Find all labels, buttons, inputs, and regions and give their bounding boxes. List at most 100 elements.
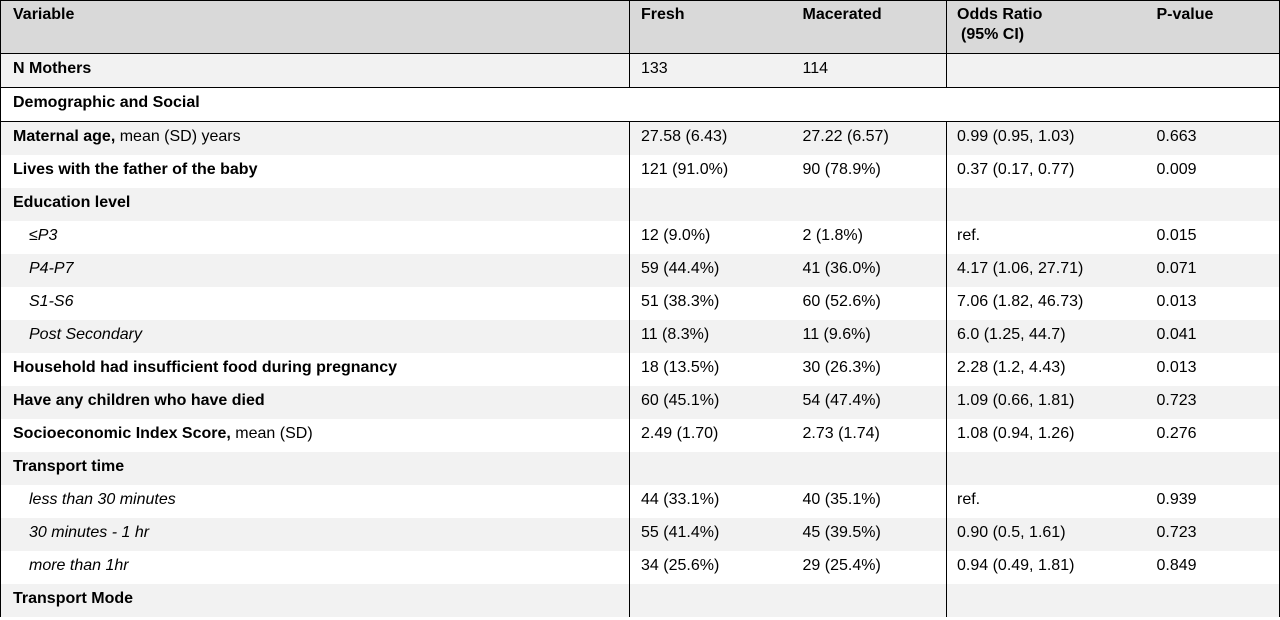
n-mothers-label: N Mothers [0, 53, 630, 88]
p-value-cell [1142, 188, 1280, 221]
odds-ratio-cell: ref. [946, 485, 1143, 518]
macerated-cell: 2 (1.8%) [787, 221, 947, 254]
fresh-cell [629, 452, 788, 485]
p-value-cell: 0.939 [1142, 485, 1280, 518]
macerated-cell: 27.22 (6.57) [787, 121, 947, 155]
macerated-cell: 30 (26.3%) [787, 353, 947, 386]
table-row: Have any children who have died 60 (45.1%… [0, 386, 1280, 419]
odds-ratio-cell: 7.06 (1.82, 46.73) [946, 287, 1143, 320]
macerated-cell: 41 (36.0%) [787, 254, 947, 287]
fresh-cell: 34 (25.6%) [629, 551, 788, 584]
variable-cell: Have any children who have died [0, 386, 630, 419]
p-value-cell: 0.071 [1142, 254, 1280, 287]
variable-cell: Maternal age, mean (SD) years [0, 121, 630, 155]
fresh-cell: 27.58 (6.43) [629, 121, 788, 155]
odds-ratio-cell [946, 188, 1143, 221]
odds-ratio-cell: 1.09 (0.66, 1.81) [946, 386, 1143, 419]
p-value-cell: 0.009 [1142, 155, 1280, 188]
variable-label-detail: mean (SD) years [115, 128, 241, 145]
table-row: less than 30 minutes 44 (33.1%) 40 (35.1%)… [0, 485, 1280, 518]
variable-cell: 30 minutes - 1 hr [0, 518, 630, 551]
header-fresh: Fresh [629, 0, 788, 54]
odds-ratio-cell [946, 584, 1143, 617]
variable-cell: ≤P3 [0, 221, 630, 254]
p-value-cell: 0.276 [1142, 419, 1280, 452]
odds-ratio-cell: 2.28 (1.2, 4.43) [946, 353, 1143, 386]
macerated-cell [787, 188, 947, 221]
variable-label-bold: Education level [13, 194, 131, 211]
fresh-cell: 18 (13.5%) [629, 353, 788, 386]
header-odds-ratio-label: Odds Ratio [957, 6, 1043, 23]
section-title: Demographic and Social [0, 87, 1280, 122]
macerated-cell: 60 (52.6%) [787, 287, 947, 320]
table-row: Household had insufficient food during p… [0, 353, 1280, 386]
macerated-cell: 11 (9.6%) [787, 320, 947, 353]
table-row: Transport Mode [0, 584, 1280, 617]
p-value-cell: 0.013 [1142, 287, 1280, 320]
table-row: Post Secondary 11 (8.3%) 11 (9.6%) 6.0 (1.2… [0, 320, 1280, 353]
p-value-cell: 0.663 [1142, 121, 1280, 155]
odds-ratio-cell: 0.90 (0.5, 1.61) [946, 518, 1143, 551]
variable-label-bold: Transport time [13, 458, 125, 475]
odds-ratio-cell: ref. [946, 221, 1143, 254]
variable-cell: Household had insufficient food during p… [0, 353, 630, 386]
variable-label-bold: Maternal age, [13, 128, 116, 145]
table-row: S1-S6 51 (38.3%) 60 (52.6%) 7.06 (1.82, 46.… [0, 287, 1280, 320]
table-row: Maternal age, mean (SD) years 27.58 (6.43… [0, 121, 1280, 155]
fresh-cell: 44 (33.1%) [629, 485, 788, 518]
macerated-cell: 54 (47.4%) [787, 386, 947, 419]
n-mothers-row: N Mothers 133 114 [0, 53, 1280, 88]
n-mothers-p-value [1142, 53, 1280, 88]
variable-label-bold: Transport Mode [13, 590, 134, 607]
p-value-cell: 0.723 [1142, 518, 1280, 551]
odds-ratio-cell: 0.99 (0.95, 1.03) [946, 121, 1143, 155]
p-value-cell: 0.015 [1142, 221, 1280, 254]
fresh-cell: 51 (38.3%) [629, 287, 788, 320]
variable-label-bold: Socioeconomic Index Score, [13, 425, 231, 442]
table-row: Lives with the father of the baby 121 (91… [0, 155, 1280, 188]
variable-cell: Transport time [0, 452, 630, 485]
n-mothers-macerated: 114 [787, 53, 947, 88]
p-value-cell: 0.723 [1142, 386, 1280, 419]
table-row: Socioeconomic Index Score, mean (SD) 2.49… [0, 419, 1280, 452]
n-mothers-odds-ratio [946, 53, 1143, 88]
header-odds-ratio-ci: (95% CI) [961, 26, 1025, 43]
variable-label-bold: Have any children who have died [13, 392, 265, 409]
odds-ratio-cell: 1.08 (0.94, 1.26) [946, 419, 1143, 452]
odds-ratio-cell: 0.37 (0.17, 0.77) [946, 155, 1143, 188]
variable-cell: Education level [0, 188, 630, 221]
table-row: ≤P3 12 (9.0%) 2 (1.8%) ref. 0.015 [0, 221, 1280, 254]
variable-cell: Transport Mode [0, 584, 630, 617]
macerated-cell: 45 (39.5%) [787, 518, 947, 551]
table-row: Transport time [0, 452, 1280, 485]
macerated-cell: 40 (35.1%) [787, 485, 947, 518]
header-variable: Variable [0, 0, 630, 54]
table-row: Education level [0, 188, 1280, 221]
n-mothers-fresh: 133 [629, 53, 788, 88]
header-p-value: P-value [1142, 0, 1280, 54]
macerated-cell: 29 (25.4%) [787, 551, 947, 584]
p-value-cell [1142, 584, 1280, 617]
header-macerated: Macerated [787, 0, 947, 54]
variable-cell: Post Secondary [0, 320, 630, 353]
table-row: 30 minutes - 1 hr 55 (41.4%) 45 (39.5%) 0.9… [0, 518, 1280, 551]
fresh-cell: 60 (45.1%) [629, 386, 788, 419]
odds-ratio-cell: 4.17 (1.06, 27.71) [946, 254, 1143, 287]
variable-cell: Lives with the father of the baby [0, 155, 630, 188]
table-row: P4-P7 59 (44.4%) 41 (36.0%) 4.17 (1.06, 27.… [0, 254, 1280, 287]
odds-ratio-cell [946, 452, 1143, 485]
variable-cell: Socioeconomic Index Score, mean (SD) [0, 419, 630, 452]
variable-cell: more than 1hr [0, 551, 630, 584]
macerated-cell: 90 (78.9%) [787, 155, 947, 188]
table-row: more than 1hr 34 (25.6%) 29 (25.4%) 0.94 (0… [0, 551, 1280, 584]
fresh-cell: 11 (8.3%) [629, 320, 788, 353]
variable-label-detail: mean (SD) [230, 425, 313, 442]
macerated-cell [787, 452, 947, 485]
odds-ratio-cell: 6.0 (1.25, 44.7) [946, 320, 1143, 353]
fresh-cell: 121 (91.0%) [629, 155, 788, 188]
fresh-cell: 55 (41.4%) [629, 518, 788, 551]
variable-label-bold: Household had insufficient food during p… [13, 359, 397, 376]
fresh-cell: 59 (44.4%) [629, 254, 788, 287]
